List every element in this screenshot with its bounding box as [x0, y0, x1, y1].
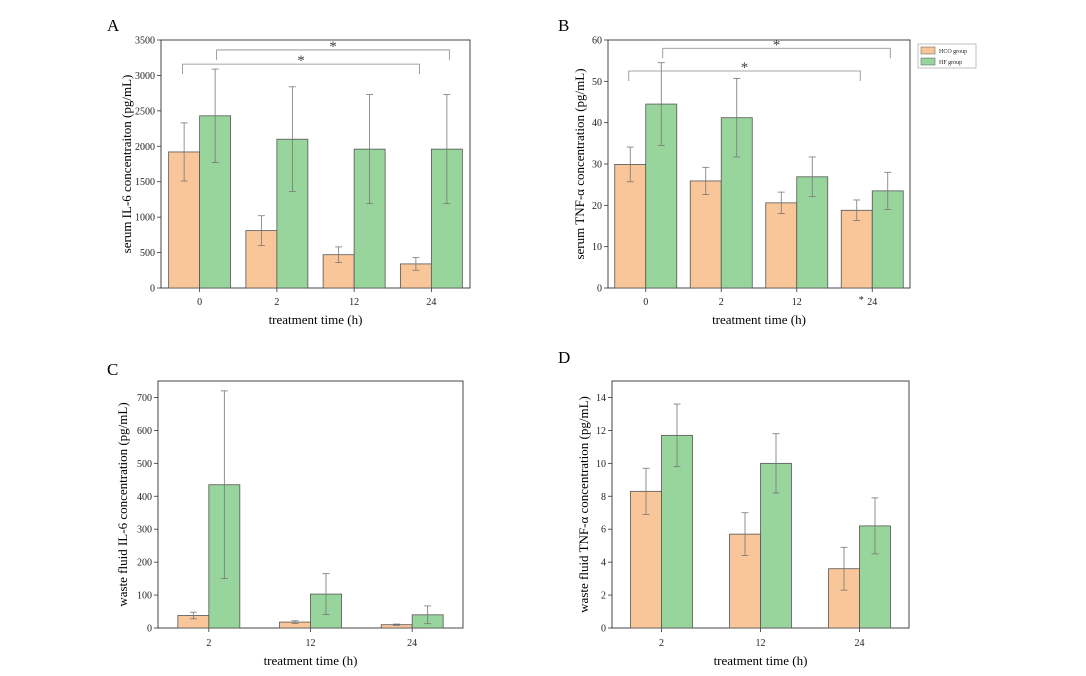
significance-star: *: [329, 39, 337, 55]
legend-label-hf: HF group: [939, 60, 962, 66]
y-axis-label: serum TNF-α concentration (pg/mL): [572, 68, 587, 259]
plot-frame: [160, 39, 471, 289]
panel-letter: B: [558, 16, 569, 35]
x-tick-label: 2: [206, 638, 211, 649]
x-tick-label: 12: [349, 297, 359, 308]
y-tick-label: 0: [601, 624, 606, 635]
x-tick-label: 0: [643, 297, 648, 308]
chart-panel-a: A 0 500 1000 1500 2000 2500 3000 3500 0 2 12 24 * * tre…: [107, 16, 471, 327]
y-axis-label: waste fluid TNF-α concentration (pg/mL): [576, 396, 591, 613]
legend-label-hco: HCO group: [939, 49, 967, 55]
significance-star: *: [773, 37, 781, 53]
significance-bracket: [628, 70, 861, 81]
x-tick-label: 2: [719, 297, 724, 308]
significance-star: *: [297, 53, 305, 69]
significance-bracket: [662, 47, 891, 59]
significance-star: *: [741, 60, 749, 76]
legend-swatch-hf: [920, 57, 936, 66]
y-tick-label: 6: [601, 525, 606, 536]
y-tick-label: 40: [592, 118, 602, 129]
y-tick-label: 2500: [135, 106, 155, 117]
significance-bracket: [182, 63, 420, 75]
panel-letter: D: [558, 348, 570, 367]
y-tick-label: 0: [597, 284, 602, 295]
y-tick-label: 600: [137, 426, 152, 437]
y-axis-label: waste fluid IL-6 concentration (pg/mL): [115, 402, 130, 606]
y-tick-label: 50: [592, 77, 602, 88]
y-tick-label: 20: [592, 201, 602, 212]
y-tick-label: 0: [147, 624, 152, 635]
x-tick-label: 24: [426, 297, 436, 308]
y-tick-label: 1000: [135, 213, 155, 224]
x-axis-label: treatment time (h): [714, 653, 808, 668]
y-tick-label: 500: [140, 248, 155, 259]
y-tick-label: 3000: [135, 71, 155, 82]
y-tick-label: 500: [137, 459, 152, 470]
y-tick-label: 60: [592, 36, 602, 47]
plot-frame: [157, 380, 464, 629]
y-tick-label: 0: [150, 284, 155, 295]
y-tick-label: 30: [592, 160, 602, 171]
x-axis-label: treatment time (h): [264, 653, 358, 668]
hco-bar-0: [614, 164, 647, 289]
x-tick-label: 0: [197, 297, 202, 308]
y-tick-label: 10: [592, 242, 602, 253]
y-tick-label: 700: [137, 393, 152, 404]
y-tick-label: 10: [596, 459, 606, 470]
hco-bar-2: [689, 180, 722, 289]
y-tick-label: 100: [137, 591, 152, 602]
x-axis-label: treatment time (h): [269, 312, 363, 327]
y-tick-label: 3500: [135, 36, 155, 47]
hco-bar-24: [840, 209, 873, 289]
panel-letter: A: [107, 16, 120, 35]
significance-bracket: [216, 49, 450, 60]
x-tick-asterisk: *: [859, 295, 864, 306]
x-tick-label: 24: [407, 638, 417, 649]
x-tick-label: 2: [274, 297, 279, 308]
y-tick-label: 14: [596, 393, 606, 404]
y-tick-label: 1500: [135, 177, 155, 188]
legend-swatch-hco: [920, 46, 936, 55]
x-tick-label: 12: [306, 638, 316, 649]
x-tick-label: 2: [659, 638, 664, 649]
y-tick-label: 2: [601, 591, 606, 602]
hco-bar-12: [765, 202, 798, 289]
x-tick-label: 24: [855, 638, 865, 649]
y-tick-label: 8: [601, 492, 606, 503]
y-tick-label: 2000: [135, 142, 155, 153]
y-tick-label: 300: [137, 525, 152, 536]
y-axis-label: serum IL-6 concentraiton (pg/mL): [119, 75, 134, 254]
x-tick-label: 24: [867, 297, 877, 308]
y-tick-label: 200: [137, 558, 152, 569]
x-axis-label: treatment time (h): [712, 312, 806, 327]
y-tick-label: 400: [137, 492, 152, 503]
y-tick-label: 4: [601, 558, 606, 569]
x-tick-label: 12: [792, 297, 802, 308]
legend: HCO group HF group: [917, 43, 977, 69]
x-tick-label: 12: [756, 638, 766, 649]
hf-bar-2: [661, 434, 693, 629]
chart-panel-c: C 0 100 200 300 400 500 600 700 2 12 24 treatment ti…: [107, 360, 464, 668]
y-tick-label: 12: [596, 426, 606, 437]
panel-letter: C: [107, 360, 118, 379]
